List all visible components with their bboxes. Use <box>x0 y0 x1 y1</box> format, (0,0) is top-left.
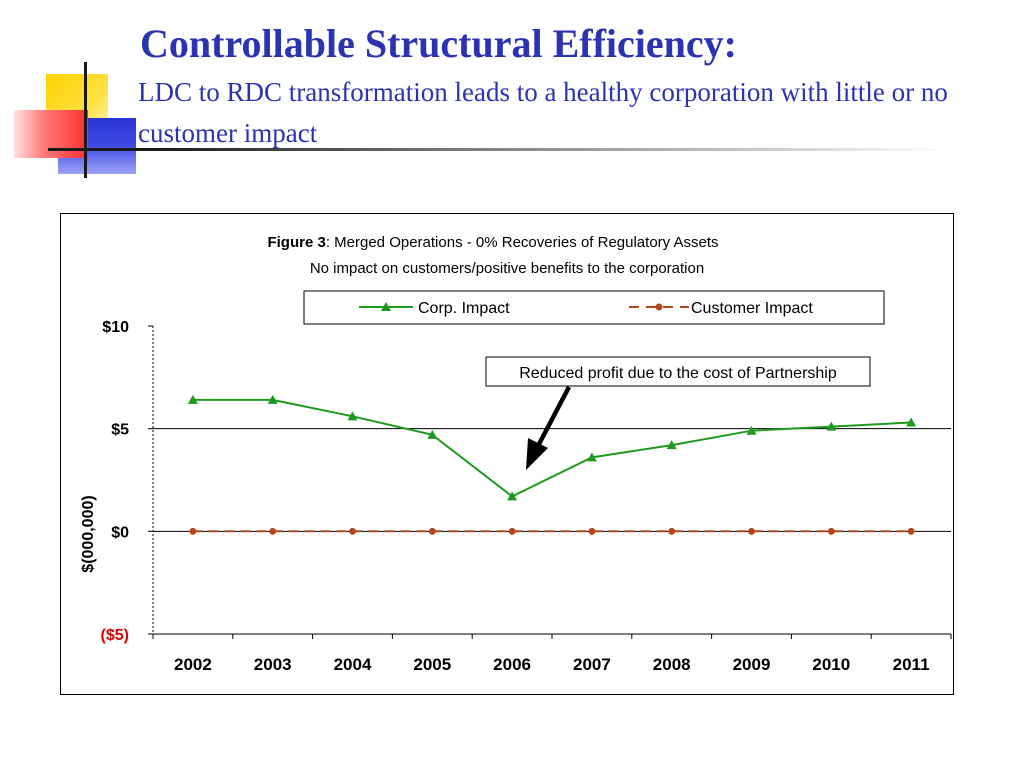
x-axis-ticks: 2002 2003 2004 2005 2006 2007 2008 2009 2010 2011 <box>152 634 952 674</box>
y-tick-label: $5 <box>111 422 129 439</box>
series-markers <box>187 394 917 535</box>
customer-impact-point <box>508 527 516 535</box>
x-tick-label: 2002 <box>174 655 212 674</box>
x-tick-label: 2008 <box>653 655 691 674</box>
y-axis-label: $(000,000) <box>80 495 97 572</box>
annotation-arrow-head <box>526 438 548 470</box>
annotation-arrow-shaft <box>536 385 571 448</box>
chart-title-figure-number: Figure 3 <box>267 234 325 251</box>
corp-impact-line <box>192 398 912 498</box>
y-tick-label: $10 <box>102 319 129 336</box>
chart-legend: Corp. Impact Customer Impact <box>303 290 885 325</box>
chart-frame: Figure 3: Merged Operations - 0% Recover… <box>60 213 954 695</box>
chart-title: Figure 3: Merged Operations - 0% Recover… <box>267 234 718 251</box>
x-tick-label: 2007 <box>573 655 611 674</box>
corp-impact-point <box>906 417 917 427</box>
chart-subtitle: No impact on customers/positive benefits… <box>310 260 704 277</box>
x-tick-label: 2006 <box>493 655 531 674</box>
customer-impact-point <box>748 527 755 535</box>
series-lines <box>192 398 912 533</box>
customer-impact-point <box>269 527 277 535</box>
slide-title: Controllable Structural Efficiency: <box>140 21 737 66</box>
x-tick-label: 2004 <box>334 655 372 674</box>
x-tick-label: 2011 <box>893 655 930 674</box>
y-tick-label: $0 <box>111 524 129 541</box>
y-axis-ticks: $10 $5 $0 ($5) <box>101 319 153 644</box>
corp-impact-point <box>507 491 518 501</box>
x-tick-label: 2003 <box>254 655 292 674</box>
x-tick-label: 2005 <box>413 655 451 674</box>
corp-impact-point <box>746 425 757 435</box>
corp-impact-point <box>666 440 677 450</box>
annotation-text: Reduced profit due to the cost of Partne… <box>519 365 837 382</box>
legend-corp-label: Corp. Impact <box>418 300 510 317</box>
corp-impact-point <box>826 421 837 431</box>
customer-impact-point <box>428 527 436 535</box>
gridlines <box>153 428 951 532</box>
customer-impact-point <box>668 527 676 535</box>
corp-impact-point <box>586 452 597 462</box>
x-tick-label: 2009 <box>733 655 771 674</box>
annotation-box <box>485 356 871 387</box>
legend-customer-marker <box>655 303 663 311</box>
slide-subtitle: LDC to RDC transformation leads to a hea… <box>138 77 948 148</box>
customer-impact-point <box>588 527 596 535</box>
corp-impact-point <box>187 394 198 404</box>
chart-title-text: : Merged Operations - 0% Recoveries of R… <box>326 234 719 251</box>
line-chart: Figure 3: Merged Operations - 0% Recover… <box>80 234 952 674</box>
legend-customer-label: Customer Impact <box>691 300 813 317</box>
decorative-vertical-line <box>84 62 87 178</box>
customer-impact-point <box>349 527 356 535</box>
customer-impact-point <box>907 527 915 535</box>
customer-impact-point <box>189 527 197 535</box>
corp-impact-point <box>427 429 438 439</box>
corp-impact-point <box>347 411 358 421</box>
x-tick-label: 2010 <box>812 655 850 674</box>
decorative-horizontal-rule <box>48 148 948 151</box>
corp-impact-point <box>267 394 278 404</box>
y-tick-label: ($5) <box>101 627 129 644</box>
customer-impact-point <box>827 527 835 535</box>
legend-corp-marker <box>381 302 391 311</box>
annotation: Reduced profit due to the cost of Partne… <box>485 356 871 470</box>
